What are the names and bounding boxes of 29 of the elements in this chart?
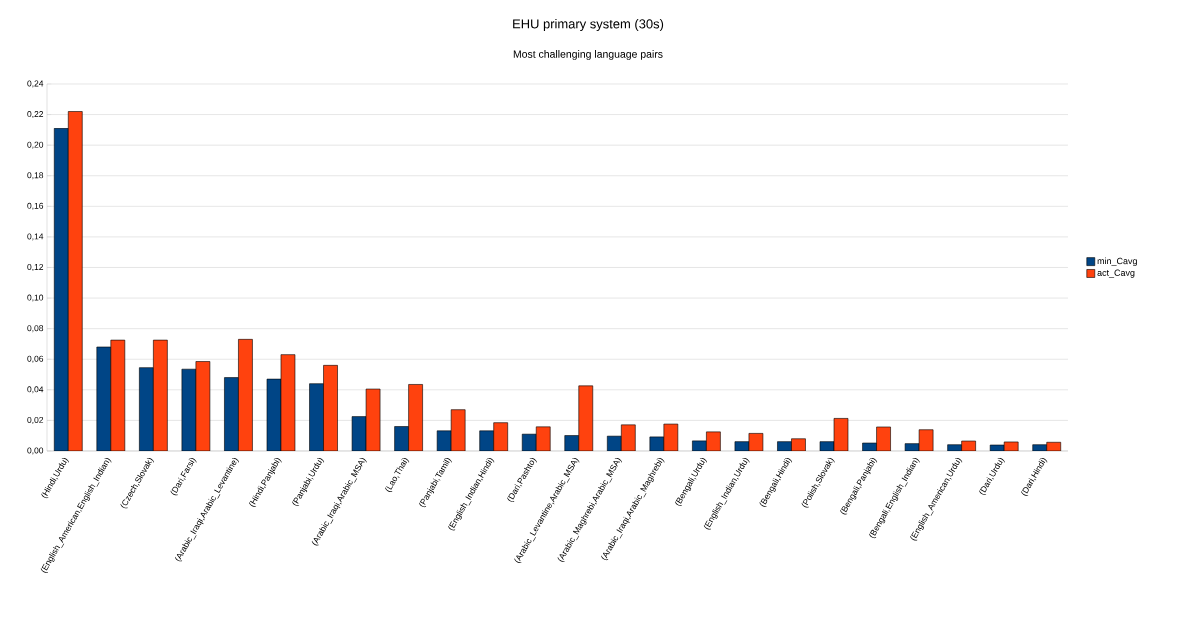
y-tick-label: 0,18 bbox=[27, 172, 44, 180]
bar bbox=[96, 346, 112, 451]
bar bbox=[53, 128, 69, 451]
bar bbox=[323, 365, 338, 451]
y-tick-label: 0,10 bbox=[27, 294, 44, 302]
bar bbox=[153, 339, 168, 451]
y-tick-label: 0,24 bbox=[27, 80, 44, 88]
chart-subtitle: Most challenging language pairs bbox=[513, 50, 663, 60]
legend-label: min_Cavg bbox=[1097, 257, 1137, 266]
y-tick-label: 0,14 bbox=[27, 233, 44, 241]
bar bbox=[110, 339, 126, 451]
y-tick-label: 0,04 bbox=[27, 386, 44, 394]
bar bbox=[408, 384, 423, 451]
bar bbox=[139, 367, 154, 451]
y-tick-label: 0,20 bbox=[27, 141, 44, 149]
legend-label: act_Cavg bbox=[1097, 269, 1135, 278]
y-tick-label: 0,00 bbox=[27, 447, 44, 455]
bar bbox=[578, 385, 594, 451]
bar bbox=[309, 383, 324, 451]
y-tick-label: 0,12 bbox=[27, 263, 44, 271]
bar bbox=[238, 339, 253, 451]
y-tick-label: 0,16 bbox=[27, 202, 44, 210]
y-tick-label: 0,22 bbox=[27, 111, 44, 119]
y-tick-label: 0,08 bbox=[27, 325, 44, 333]
bar bbox=[224, 377, 239, 451]
chart-title: EHU primary system (30s) bbox=[513, 18, 664, 32]
y-tick-label: 0,06 bbox=[27, 355, 44, 363]
y-tick-label: 0,02 bbox=[27, 416, 44, 424]
bar bbox=[67, 111, 83, 451]
